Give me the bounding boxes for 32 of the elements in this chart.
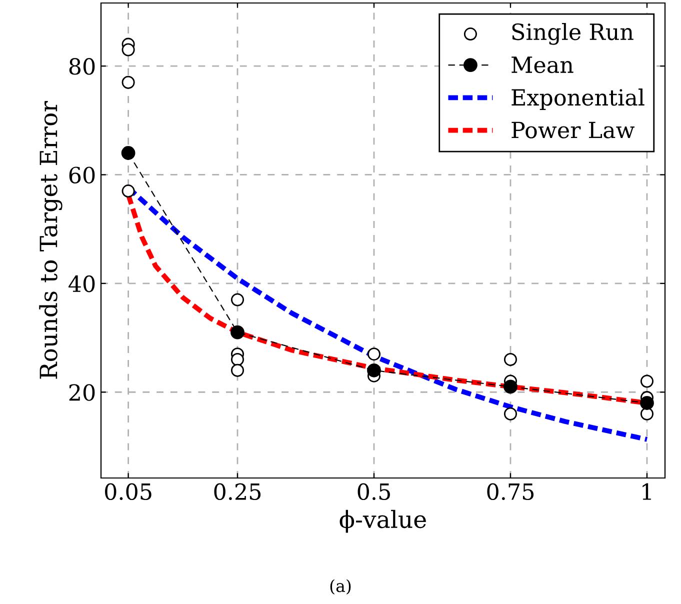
y-tick-label: 20 <box>69 384 95 401</box>
point <box>504 353 517 366</box>
point <box>230 325 244 340</box>
legend-label: Mean <box>512 56 574 74</box>
y-tick-label: 60 <box>69 166 95 184</box>
point <box>640 374 654 388</box>
point <box>122 184 135 198</box>
point <box>367 348 380 361</box>
x-tick-label: 0.5 <box>358 483 390 500</box>
point <box>122 76 135 89</box>
point <box>230 364 244 377</box>
point <box>640 396 654 410</box>
x-tick-label: 1 <box>642 483 651 500</box>
x-tick-label: 0.75 <box>487 483 534 500</box>
y-tick-label: 80 <box>69 58 95 75</box>
point <box>367 363 381 378</box>
x-axis-title: ϕ-value <box>340 510 426 533</box>
x-tick-label: 0.05 <box>105 483 152 500</box>
point <box>122 43 135 56</box>
legend-label: Exponential <box>512 88 644 110</box>
point <box>230 353 244 366</box>
x-tick-label: 0.25 <box>214 483 261 500</box>
legend-label: Power Law <box>512 122 635 138</box>
y-axis-title: Rounds to Target Error <box>39 100 62 379</box>
point <box>121 146 136 160</box>
point <box>504 407 517 420</box>
legend-label: Single Run <box>512 23 634 45</box>
y-tick-label: 40 <box>68 275 95 292</box>
point <box>230 293 244 306</box>
point <box>640 407 654 420</box>
point <box>504 380 518 394</box>
text: (a) <box>330 579 351 595</box>
